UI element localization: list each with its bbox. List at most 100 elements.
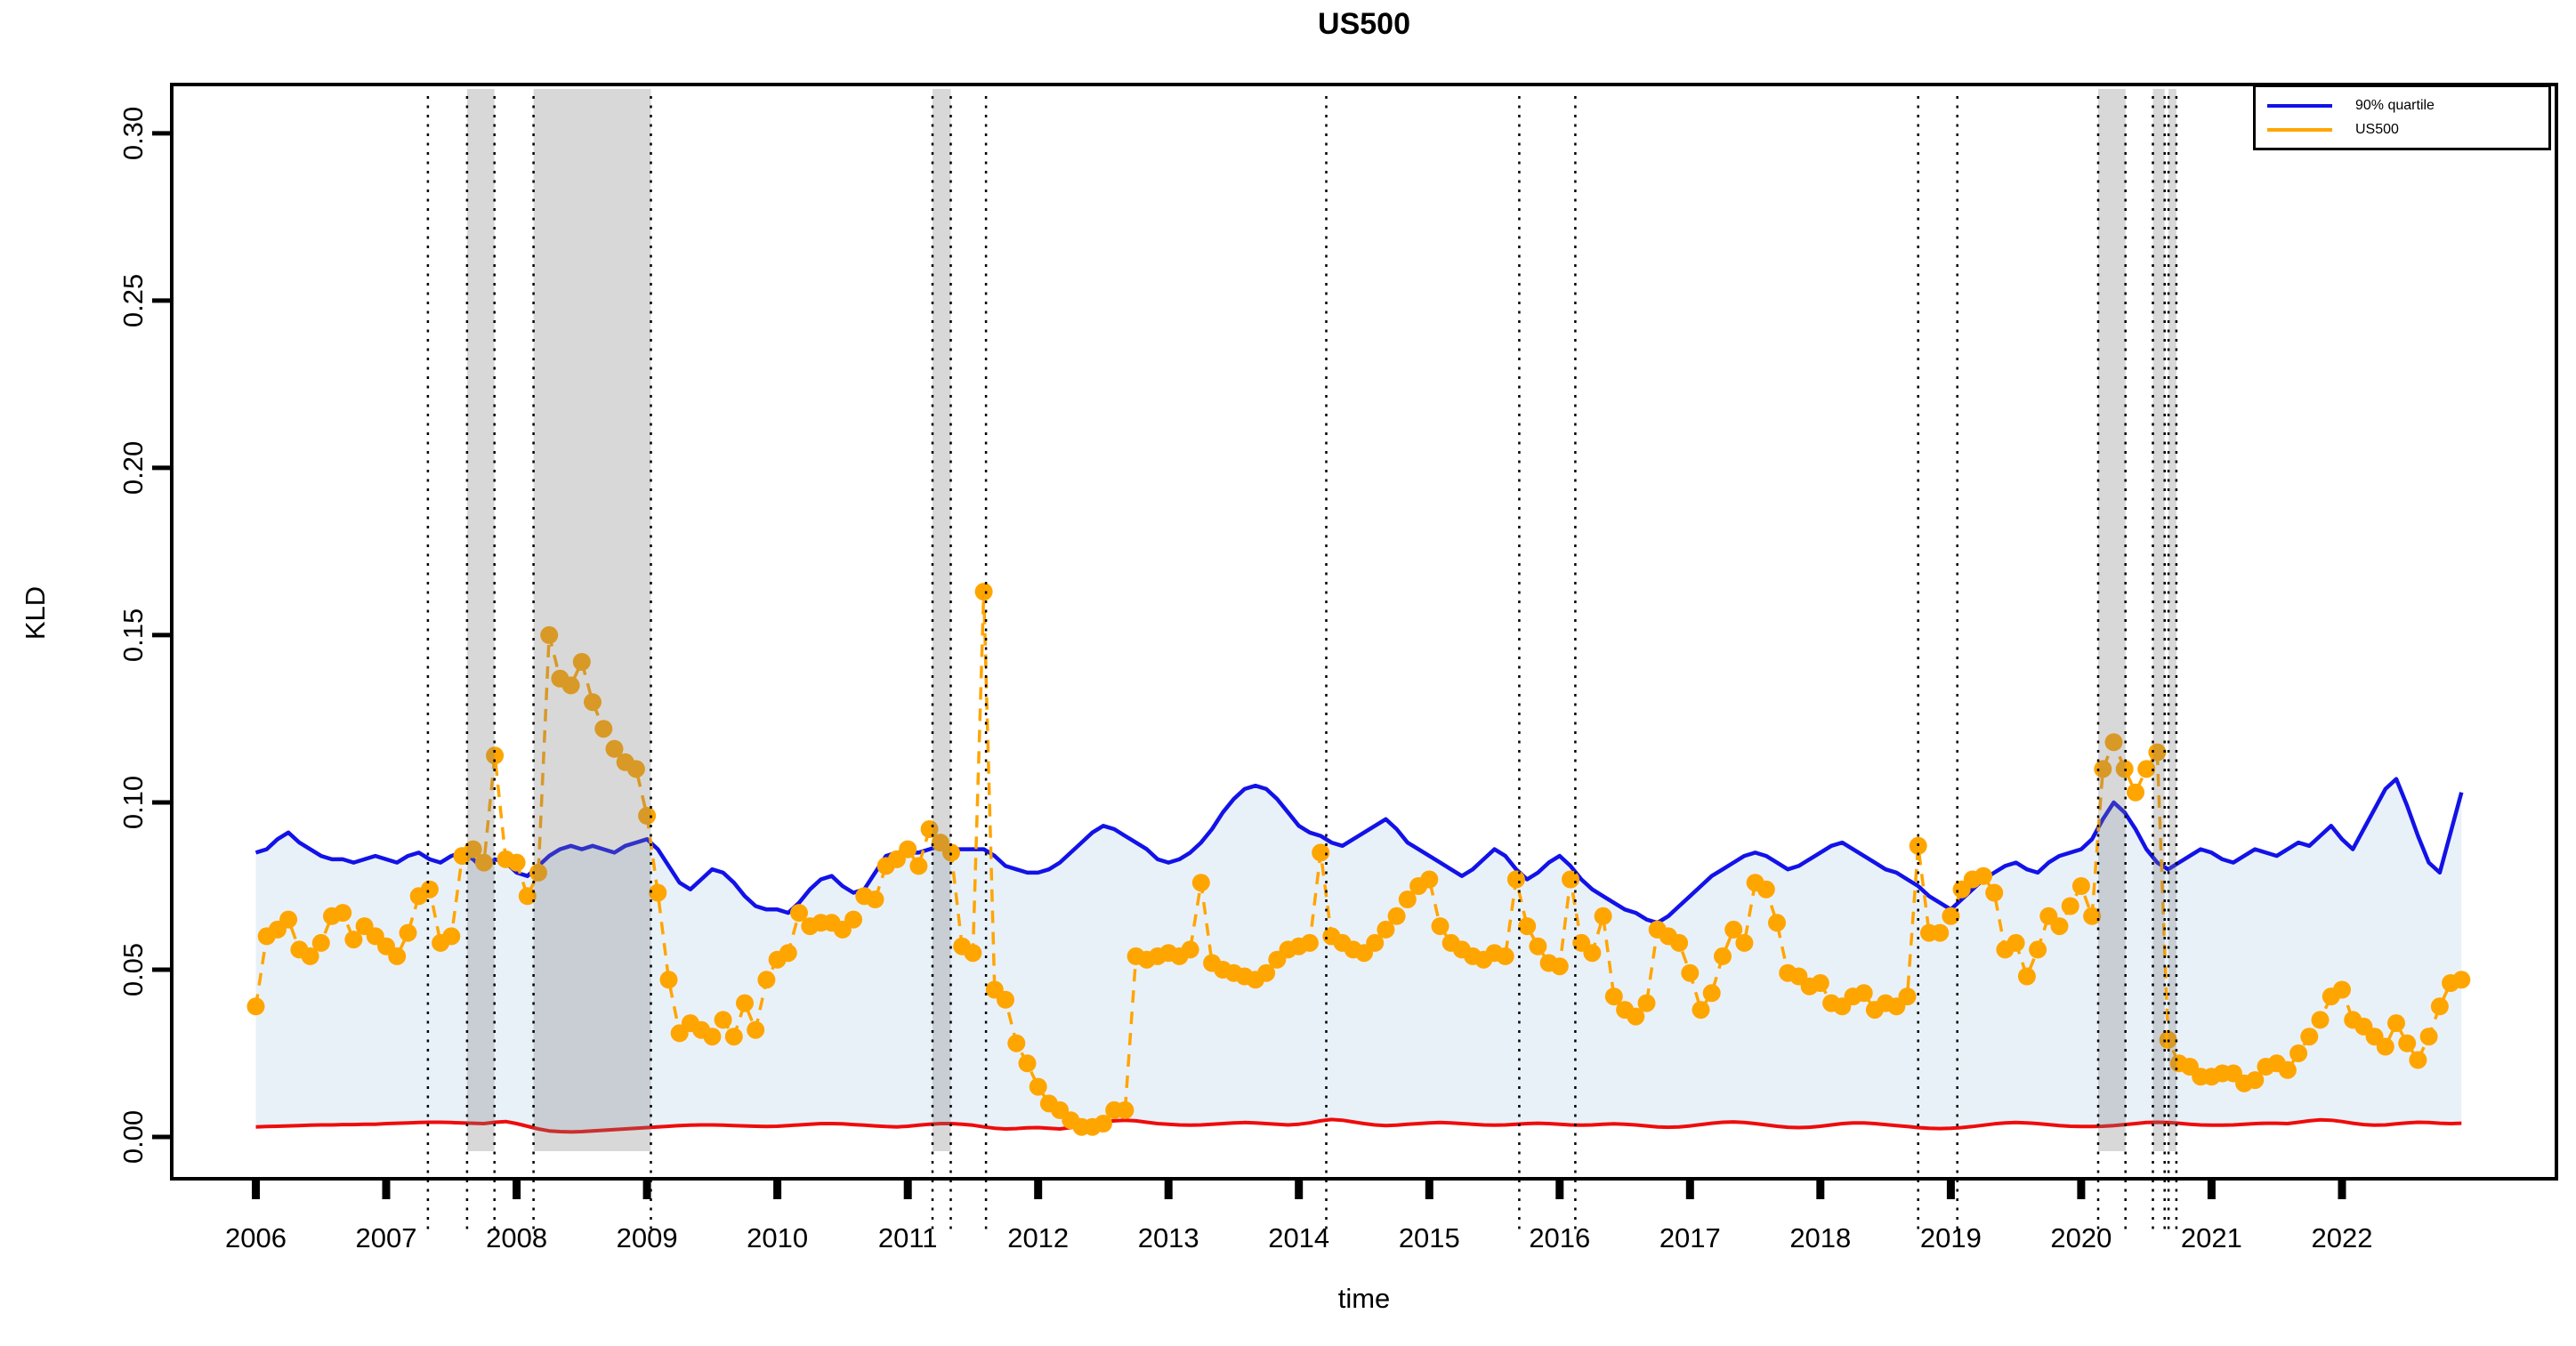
x-tick-label: 2007 — [356, 1222, 417, 1253]
event-band — [933, 89, 951, 1151]
us500-point — [1756, 880, 1775, 899]
us500-point — [1377, 920, 1395, 939]
x-tick-label: 2021 — [2181, 1222, 2242, 1253]
plot-border — [170, 83, 2558, 1181]
x-tick-label: 2013 — [1138, 1222, 1199, 1253]
us500-point — [1300, 933, 1319, 952]
us500-point — [2137, 760, 2156, 778]
us500-point — [279, 910, 298, 929]
y-tick-label: 0.10 — [117, 776, 149, 829]
us500-point — [2409, 1051, 2427, 1069]
event-bands — [466, 89, 2176, 1151]
us500-point — [464, 840, 482, 858]
quartile-line-swatch — [2267, 103, 2332, 108]
event-band — [2152, 89, 2165, 1151]
us500-point — [399, 923, 417, 942]
us500-point — [2278, 1060, 2297, 1079]
quartile-line — [254, 777, 2464, 925]
us500-point — [659, 971, 678, 989]
y-tick-label: 0.30 — [117, 107, 149, 160]
us500-point — [1529, 937, 1547, 955]
us500-point — [1181, 940, 1199, 959]
us500-point — [899, 840, 917, 858]
us500-line — [254, 590, 2462, 1129]
y-tick-label: 0.25 — [117, 274, 149, 327]
us500-point — [736, 994, 754, 1012]
y-axis-title: KLD — [20, 585, 51, 641]
us500-point — [442, 927, 461, 946]
y-tick-label: 0.00 — [117, 1110, 149, 1164]
us500-point — [1018, 1054, 1037, 1073]
us500-point — [974, 583, 993, 601]
us500-point — [2398, 1034, 2417, 1052]
us500-point — [486, 746, 505, 765]
us500-point — [1735, 933, 1754, 952]
us500-point — [1387, 907, 1406, 925]
us500-point — [1366, 933, 1385, 952]
us500-point — [1670, 933, 1689, 952]
x-tick-label: 2011 — [878, 1222, 938, 1253]
us500-point — [1692, 1001, 1710, 1020]
us500-point — [246, 997, 265, 1016]
us500-point — [638, 807, 657, 825]
us500-point — [1496, 947, 1514, 965]
us500-point — [964, 944, 982, 963]
us500-point — [2300, 1028, 2319, 1046]
us500-point — [1702, 984, 1721, 1003]
y-tick-label: 0.05 — [117, 943, 149, 996]
us500-point — [1942, 907, 1960, 925]
y-tick-label: 0.15 — [117, 609, 149, 662]
us500-point — [420, 880, 439, 899]
us500-point — [1257, 963, 1276, 982]
x-tick-label: 2014 — [1268, 1222, 1329, 1253]
us500-point — [1974, 866, 1992, 885]
us500-point — [584, 693, 602, 712]
event-band — [2168, 89, 2176, 1151]
x-tick-label: 2009 — [617, 1222, 678, 1253]
us500-point — [779, 944, 797, 963]
us500-point — [2050, 917, 2069, 936]
us500-point — [790, 904, 808, 923]
us500-point — [1627, 1007, 1645, 1026]
x-tick-label: 2016 — [1529, 1222, 1590, 1253]
us500-point — [724, 1028, 743, 1046]
us500-point — [474, 853, 493, 872]
x-tick-label: 2022 — [2312, 1222, 2373, 1253]
us500-point — [1398, 891, 1417, 908]
us500-point — [703, 1028, 722, 1046]
legend-label: US500 — [2355, 121, 2399, 137]
us500-point — [866, 891, 884, 908]
us500-point — [1681, 963, 1700, 982]
us500-point — [301, 947, 319, 965]
us500-point — [1518, 917, 1537, 936]
legend-item-quartile: 90% quartile — [2256, 98, 2548, 114]
us500-point — [1604, 987, 1623, 1006]
us500-point — [649, 883, 667, 902]
us500-point — [1420, 870, 1439, 889]
us500-point — [1312, 843, 1330, 862]
us500-point — [1768, 914, 1786, 932]
us500-point — [1985, 883, 2004, 902]
page-title: US500 — [1318, 7, 1410, 41]
us500-point — [572, 653, 591, 671]
us500-point — [507, 853, 526, 872]
us500-point — [518, 887, 537, 906]
us500-point — [2430, 997, 2449, 1016]
us500-point — [626, 760, 645, 778]
legend-item-us500: US500 — [2256, 122, 2548, 138]
us500-point — [2452, 971, 2471, 989]
x-tick-label: 2006 — [225, 1222, 287, 1253]
x-axis: 2006 2007 2008 2009 2010 2011 2012 2013 2014 2015… — [225, 1179, 2372, 1253]
us500-point — [1431, 917, 1450, 936]
us500-point — [311, 933, 330, 952]
legend-label: 90% quartile — [2355, 97, 2435, 113]
us500-point — [1007, 1034, 1026, 1052]
us500-point — [1029, 1077, 1047, 1096]
us500-point — [1931, 923, 1950, 942]
us500-point — [714, 1011, 732, 1029]
us500-point — [1550, 957, 1569, 976]
x-tick-label: 2010 — [747, 1222, 808, 1253]
x-tick-label: 2018 — [1789, 1222, 1851, 1253]
